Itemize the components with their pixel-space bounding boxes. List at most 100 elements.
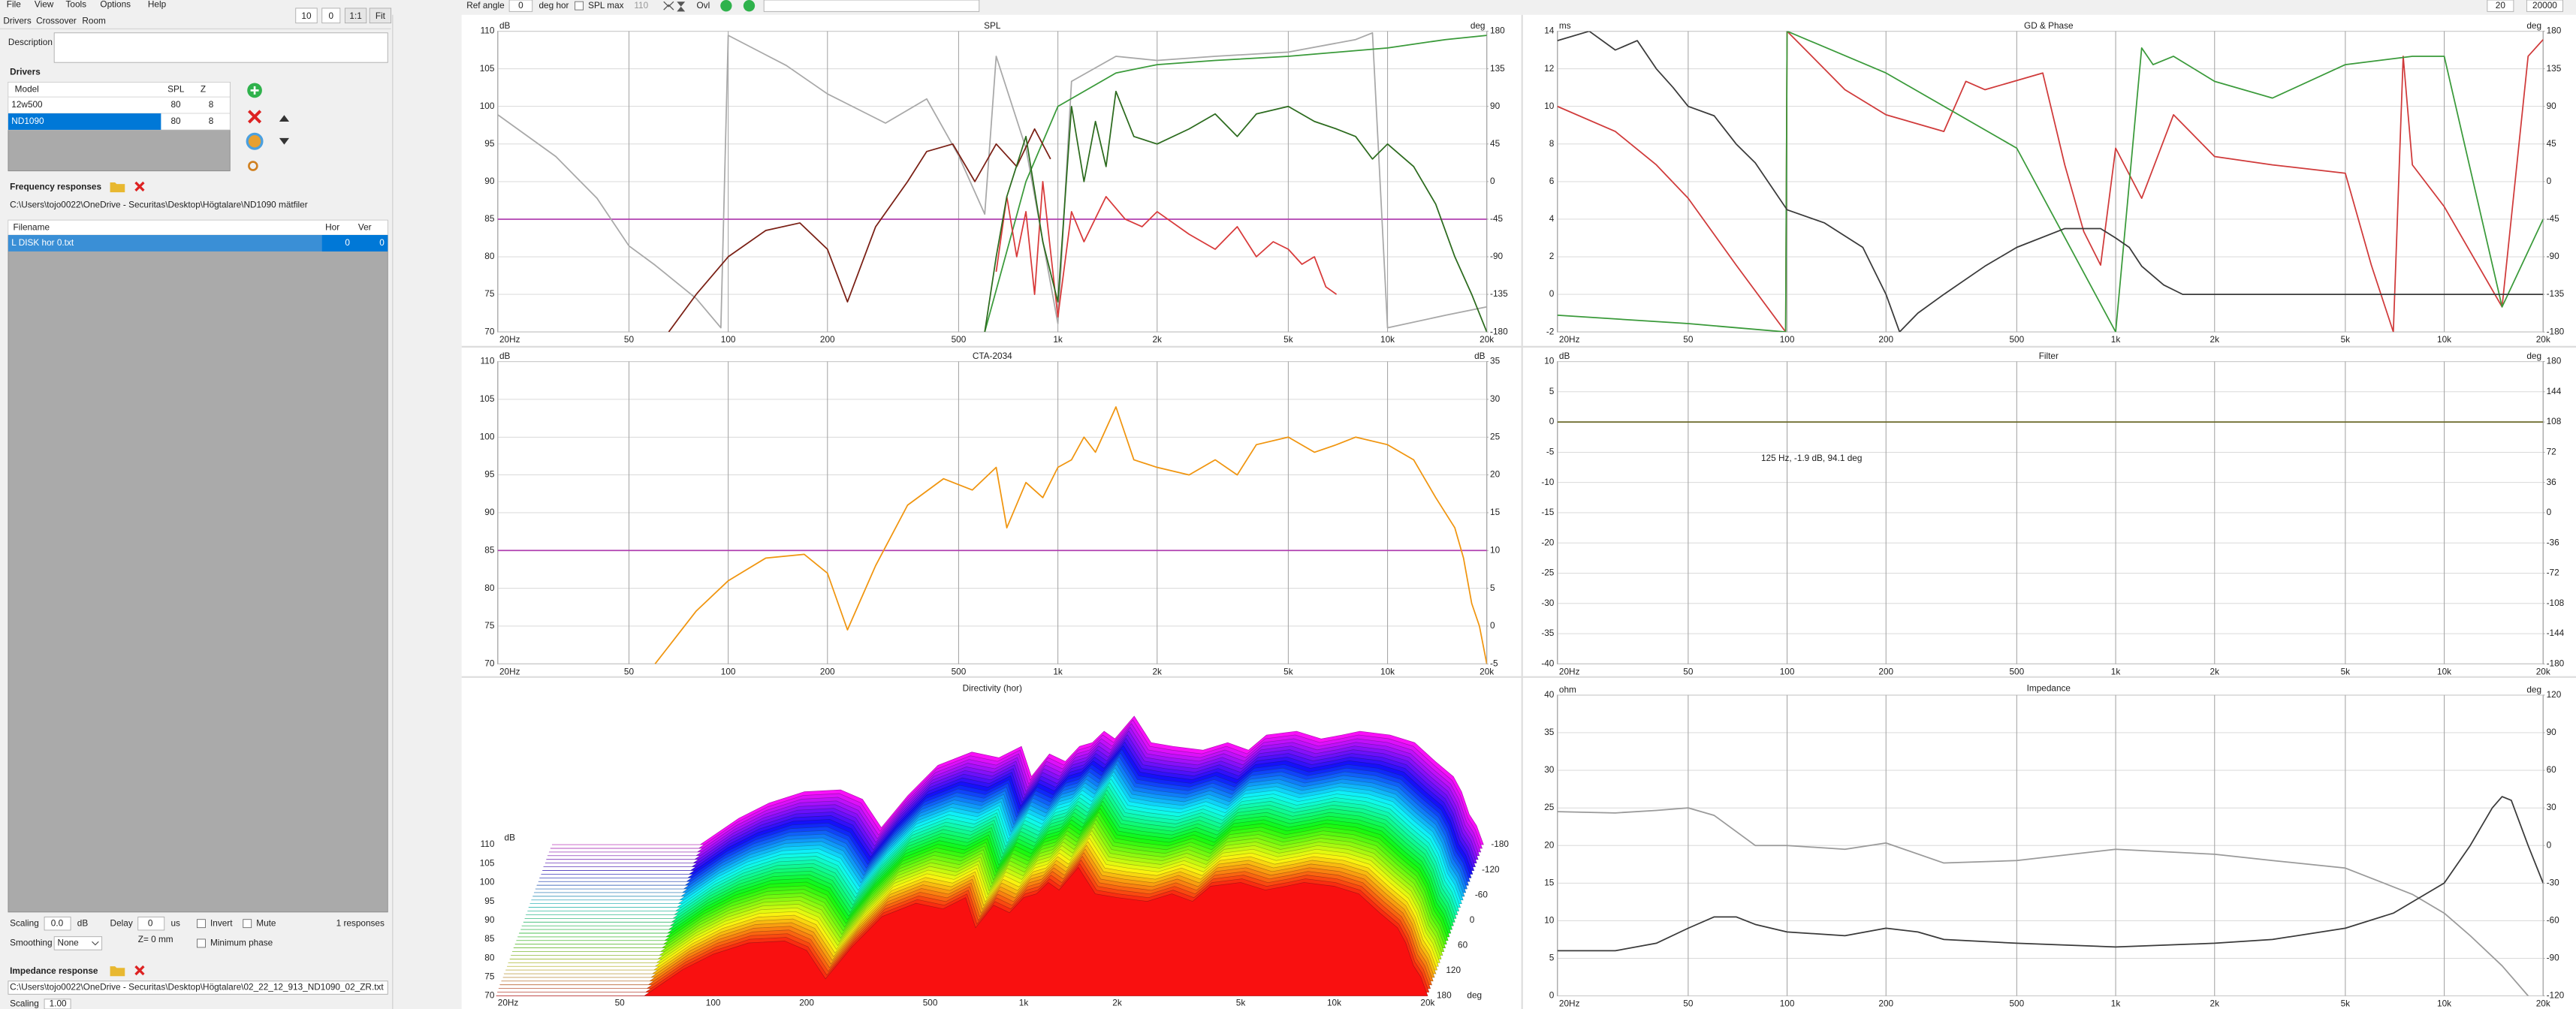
z-tick-label: -60 xyxy=(1475,889,1488,899)
dropdown[interactable] xyxy=(53,936,103,950)
x-tick-label: 10k xyxy=(1380,666,1395,676)
checkbox[interactable] xyxy=(243,919,252,929)
y2-tick-label: -135 xyxy=(1490,288,1508,299)
label: us xyxy=(171,917,181,928)
menu-item[interactable]: Options xyxy=(100,0,131,10)
menu-item[interactable]: Tools xyxy=(65,0,86,10)
y-tick-label: 105 xyxy=(480,857,495,868)
y2-tick-label: -36 xyxy=(2547,537,2559,547)
y-axis-unit: dB xyxy=(499,351,511,361)
y-tick-label: 90 xyxy=(484,914,495,925)
y-tick-label: 110 xyxy=(481,356,495,366)
y-tick-label: 95 xyxy=(484,138,495,149)
y-tick-label: 2 xyxy=(1549,251,1555,261)
remove-button[interactable] xyxy=(743,0,756,12)
y2-tick-label: -30 xyxy=(2547,877,2559,887)
menu-item[interactable]: View xyxy=(35,0,54,10)
zoom-button[interactable] xyxy=(248,161,258,171)
section-title: Drivers xyxy=(10,66,41,77)
y-tick-label: -2 xyxy=(1546,326,1554,336)
input[interactable] xyxy=(763,0,980,12)
y-tick-label: 85 xyxy=(484,933,495,944)
button[interactable] xyxy=(369,8,392,24)
y-axis-unit: dB xyxy=(1559,351,1570,361)
button[interactable] xyxy=(344,8,367,24)
y-tick-label: 70 xyxy=(484,990,495,1001)
y2-tick-label: 10 xyxy=(1490,544,1501,555)
y2-tick-label: -72 xyxy=(2547,568,2559,578)
chart-title: SPL xyxy=(984,20,1001,31)
y2-axis-unit: deg xyxy=(2526,20,2541,31)
y-tick-label: 35 xyxy=(1544,727,1555,737)
series-line xyxy=(1557,796,2544,952)
x-tick-label: 500 xyxy=(952,334,967,345)
open-button[interactable] xyxy=(110,966,125,977)
fit: Fit xyxy=(376,11,386,21)
input[interactable] xyxy=(508,0,533,12)
input[interactable] xyxy=(44,916,71,931)
x-tick-label: 2k xyxy=(1112,997,1122,1007)
y2-tick-label: 90 xyxy=(2547,101,2557,111)
column-header: Filename xyxy=(14,221,50,232)
chart-title: Impedance xyxy=(2027,682,2071,693)
menu-item[interactable]: File xyxy=(7,0,21,10)
checkbox[interactable] xyxy=(197,938,206,948)
y2-tick-label: 120 xyxy=(2547,689,2562,700)
y-tick-label: 75 xyxy=(484,971,495,981)
color-button[interactable] xyxy=(246,132,264,150)
icon[interactable] xyxy=(677,2,686,12)
remove-button[interactable] xyxy=(134,965,145,976)
remove-button[interactable] xyxy=(134,181,145,192)
move-buttons[interactable] xyxy=(279,115,289,145)
y2-tick-label: 72 xyxy=(2547,447,2556,457)
x-tick-label: 500 xyxy=(2010,334,2025,345)
y2-tick-label: 30 xyxy=(2547,802,2557,812)
tab[interactable]: Drivers xyxy=(3,16,31,26)
y2-tick-label: 180 xyxy=(2547,26,2562,36)
y-tick-label: -40 xyxy=(1541,658,1554,668)
y-tick-label: 15 xyxy=(1544,877,1555,887)
checkbox[interactable] xyxy=(197,919,206,929)
add-button[interactable] xyxy=(720,0,732,12)
menu-item[interactable]: Help xyxy=(148,0,167,10)
tab[interactable]: Room xyxy=(82,16,106,26)
y-tick-label: 5 xyxy=(1549,953,1555,963)
input[interactable] xyxy=(2487,0,2514,12)
scaling: 0.0 xyxy=(51,917,64,928)
y2-tick-label: 45 xyxy=(2547,138,2557,149)
input[interactable] xyxy=(137,916,165,931)
series-line xyxy=(497,32,1487,329)
y2-tick-label: 0 xyxy=(2547,507,2552,517)
tab[interactable]: Crossover xyxy=(36,16,77,26)
open-button[interactable] xyxy=(110,182,125,193)
input[interactable] xyxy=(2526,0,2563,12)
input[interactable] xyxy=(44,998,71,1009)
x-tick-label: 5k xyxy=(2341,666,2351,676)
table-row[interactable] xyxy=(8,235,388,251)
input[interactable] xyxy=(295,8,318,24)
description-input[interactable] xyxy=(53,32,388,63)
icon[interactable] xyxy=(663,1,674,11)
z-tick-label: 60 xyxy=(1458,939,1468,950)
x-tick-label: 20k xyxy=(1480,334,1494,345)
x-tick-label: 5k xyxy=(1283,666,1293,676)
x-tick-label: 1k xyxy=(1019,997,1029,1007)
series-line xyxy=(1557,31,2544,333)
input[interactable] xyxy=(321,8,341,24)
label: Scaling xyxy=(10,917,39,928)
chart-title: Directivity (hor) xyxy=(963,682,1022,693)
checkbox[interactable] xyxy=(575,1,584,11)
y2-tick-label: 0 xyxy=(2547,839,2552,850)
series-line xyxy=(1557,31,2544,333)
series-line xyxy=(668,128,1051,333)
z-tick-label: -180 xyxy=(1491,839,1509,849)
response-count: 1 responses xyxy=(336,917,385,928)
directivity-layer xyxy=(496,866,1428,996)
y-tick-label: 80 xyxy=(484,251,495,261)
remove-driver-button[interactable] xyxy=(248,110,262,124)
y2-tick-label: -5 xyxy=(1490,658,1498,668)
y2-tick-label: -108 xyxy=(2547,598,2565,608)
y2-tick-label: 0 xyxy=(1490,176,1495,186)
cell: L DISK hor 0.txt xyxy=(11,237,74,248)
zoom-y: 0 xyxy=(329,11,334,21)
